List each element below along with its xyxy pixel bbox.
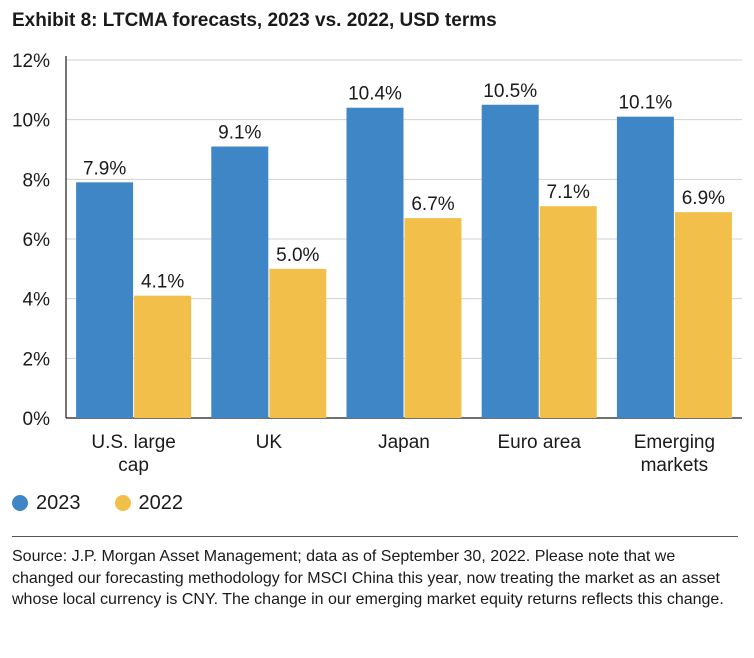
data-label: 6.9% [682,188,725,209]
data-label: 10.1% [618,93,672,114]
legend: 2023 2022 [12,488,217,518]
bar-2022 [674,212,732,418]
source-note: Source: J.P. Morgan Asset Management; da… [12,548,724,608]
y-tick-label: 4% [23,290,51,311]
data-label: 6.7% [411,194,454,215]
data-label: 10.5% [483,81,537,102]
bar-2023 [211,146,269,418]
legend-label-2023: 2023 [36,491,81,514]
chart-title: Exhibit 8: LTCMA forecasts, 2023 vs. 202… [12,10,497,31]
category-label: Emerging [634,432,715,453]
legend-item-2023: 2023 [12,492,81,515]
y-tick-label: 6% [23,230,51,251]
legend-item-2022: 2022 [114,491,184,515]
legend-label-2022: 2022 [138,491,184,514]
bar-2022 [269,268,327,418]
category-label: markets [641,455,709,476]
data-label: 7.9% [83,158,126,179]
divider [12,536,738,537]
category-label: cap [118,455,149,476]
data-label: 4.1% [141,272,184,293]
bar-2023 [481,104,539,418]
y-tick-label: 2% [23,349,51,370]
y-tick-label: 10% [12,111,50,132]
category-label: U.S. large [91,432,175,453]
bar-2022 [404,218,462,418]
bar-2023 [346,107,404,418]
legend-swatch-2022 [114,495,131,511]
data-label: 9.1% [218,123,261,144]
category-label: UK [256,432,283,453]
bar-2022 [539,206,597,418]
data-label: 10.4% [348,84,402,105]
category-label: Euro area [497,432,581,453]
data-label: 7.1% [547,182,590,203]
y-tick-label: 0% [23,409,51,430]
category-label: Japan [378,432,430,453]
bar-2022 [134,295,192,418]
y-tick-label: 12% [12,51,50,72]
data-label: 5.0% [276,245,319,266]
bar-2023 [76,182,134,418]
bar-2023 [616,116,674,418]
legend-swatch-2023 [12,495,28,511]
y-tick-label: 8% [23,170,51,191]
